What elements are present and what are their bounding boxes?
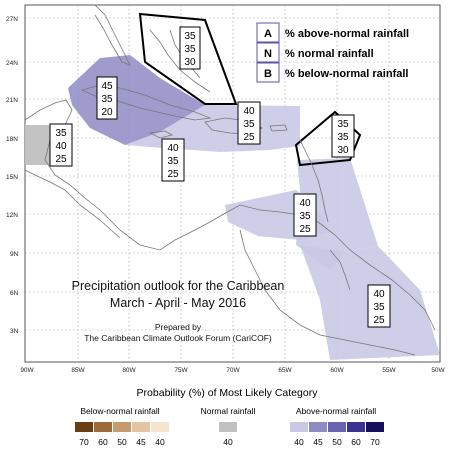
lon-label: 80W <box>122 367 136 374</box>
legend-value: 70 <box>79 437 89 447</box>
swatch-above-40 <box>290 422 308 432</box>
lon-label: 60W <box>330 367 344 374</box>
swatch-above-70 <box>366 422 384 432</box>
box-value: 40 <box>55 141 67 152</box>
lon-label: 85W <box>71 367 85 374</box>
swatch-normal-40 <box>219 422 237 432</box>
prepared-line-2: The Caribbean Climate Outlook Forum (Car… <box>84 333 272 343</box>
key-text: % below-normal rainfall <box>285 68 408 80</box>
key-letter: B <box>264 68 272 80</box>
box-value: 45 <box>101 81 113 92</box>
zone-belize-normal <box>25 125 50 165</box>
box-guianas: 40 35 25 <box>367 284 391 328</box>
box-value: 40 <box>373 289 385 300</box>
legend-below-title: Below-normal rainfall <box>80 406 159 416</box>
category-key: A N B % above-normal rainfall % normal r… <box>256 22 409 83</box>
box-value: 40 <box>167 143 179 154</box>
lat-label: 3N <box>10 328 19 335</box>
lat-label: 9N <box>10 251 19 258</box>
lat-axis: 27N 24N 21N 18N 15N 12N 9N 6N 3N <box>6 16 19 335</box>
legend-above-title: Above-normal rainfall <box>296 406 376 416</box>
box-value: 30 <box>184 57 196 68</box>
box-value: 25 <box>373 315 385 326</box>
box-value: 35 <box>373 302 385 313</box>
key-text: % normal rainfall <box>285 48 374 60</box>
map-title: Precipitation outlook for the Caribbean … <box>72 279 285 343</box>
swatch-above-60 <box>347 422 365 432</box>
box-value: 35 <box>337 119 349 130</box>
legend-value: 50 <box>332 437 342 447</box>
key-text: % above-normal rainfall <box>285 28 409 40</box>
lon-label: 65W <box>278 367 292 374</box>
lat-label: 12N <box>6 212 18 219</box>
box-value: 35 <box>101 94 113 105</box>
legend-value: 40 <box>294 437 304 447</box>
box-value: 35 <box>167 156 179 167</box>
lon-label: 75W <box>174 367 188 374</box>
box-bahamas: 35 35 30 <box>179 26 201 70</box>
swatch-below-70 <box>75 422 93 432</box>
outline-bahamas <box>138 12 238 105</box>
lon-label: 90W <box>20 367 34 374</box>
lat-label: 27N <box>6 16 18 23</box>
lat-label: 24N <box>6 60 18 67</box>
lat-label: 6N <box>10 290 19 297</box>
box-windward: 40 35 25 <box>293 193 317 237</box>
legend-value: 60 <box>98 437 108 447</box>
legend-value: 40 <box>155 437 165 447</box>
box-hispaniola: 40 35 25 <box>237 101 261 145</box>
box-value: 35 <box>184 44 196 55</box>
box-value: 35 <box>184 31 196 42</box>
box-value: 25 <box>243 132 255 143</box>
box-value: 25 <box>55 154 67 165</box>
lon-axis: 90W 85W 80W 75W 70W 65W 60W 55W 50W <box>20 367 445 374</box>
swatch-above-45 <box>309 422 327 432</box>
box-belize: 35 40 25 <box>49 123 73 167</box>
legend-value: 45 <box>313 437 323 447</box>
title-line-1: Precipitation outlook for the Caribbean <box>72 279 285 293</box>
legend-value: 45 <box>136 437 146 447</box>
key-letter: A <box>264 28 272 40</box>
box-value: 35 <box>299 211 311 222</box>
swatch-below-60 <box>94 422 112 432</box>
legend-value: 40 <box>223 437 233 447</box>
lat-label: 15N <box>6 174 18 181</box>
box-value: 25 <box>299 224 311 235</box>
box-value: 25 <box>167 169 179 180</box>
legend-value: 70 <box>370 437 380 447</box>
legend-heading: Probability (%) of Most Likely Category <box>137 387 319 399</box>
probability-legend: Probability (%) of Most Likely Category … <box>75 387 384 447</box>
probability-boxes: 35 35 30 45 35 20 35 40 25 40 35 25 40 3… <box>49 26 391 328</box>
box-jamaica: 40 35 25 <box>161 138 185 182</box>
title-line-2: March - April - May 2016 <box>110 296 246 310</box>
swatch-below-50 <box>113 422 131 432</box>
swatch-above-50 <box>328 422 346 432</box>
prepared-line-1: Prepared by <box>155 322 202 332</box>
outline-leeward <box>294 110 362 167</box>
legend-value: 60 <box>351 437 361 447</box>
swatch-below-40 <box>151 422 169 432</box>
lon-label: 50W <box>431 367 445 374</box>
box-value: 35 <box>243 119 255 130</box>
box-value: 30 <box>337 145 349 156</box>
key-letter: N <box>264 48 272 60</box>
zone-eastern-caribbean <box>296 158 378 270</box>
box-value: 35 <box>55 128 67 139</box>
legend-value: 50 <box>117 437 127 447</box>
box-value: 20 <box>101 107 113 118</box>
legend-normal-title: Normal rainfall <box>201 406 256 416</box>
lat-label: 18N <box>6 136 18 143</box>
box-value: 40 <box>243 106 255 117</box>
lon-label: 70W <box>226 367 240 374</box>
box-value: 35 <box>337 132 349 143</box>
swatch-below-45 <box>132 422 150 432</box>
box-value: 40 <box>299 198 311 209</box>
lat-label: 21N <box>6 97 18 104</box>
below-normal-outlines <box>138 12 362 167</box>
box-leeward: 35 35 30 <box>331 114 355 158</box>
lon-label: 55W <box>382 367 396 374</box>
box-cuba: 45 35 20 <box>96 76 118 120</box>
